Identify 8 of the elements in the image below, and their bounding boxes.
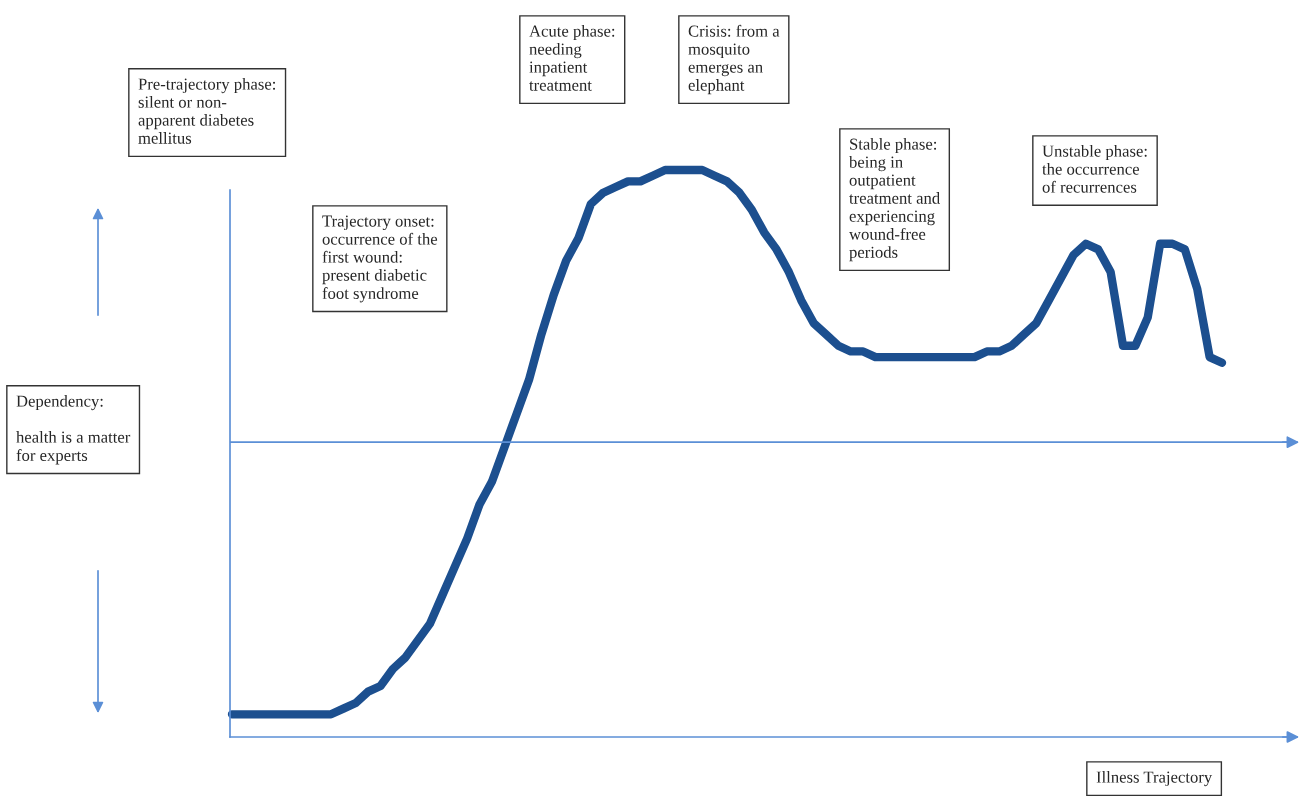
- annotation: Trajectory onset: occurrence of the first wound: present diabetic foot syndrome: [322, 215, 438, 303]
- annotation: Unstable phase: the occurrence of recurrences: [1042, 145, 1147, 193]
- x-axis-title: Illness Trajectory: [1096, 771, 1213, 787]
- text: Dependency: health is a matter for experts: [16, 395, 131, 465]
- text: Acute phase: needing inpatient treatment: [529, 25, 615, 91]
- text: Crisis: from a mosquito emerges an elephant: [688, 24, 780, 95]
- text: Pre-trajectory phase: silent or non- apparent diabetes mellitus: [138, 78, 276, 144]
- annotation: Stable phase: being in outpatient treatment and experiencing wound-free periods: [849, 138, 940, 262]
